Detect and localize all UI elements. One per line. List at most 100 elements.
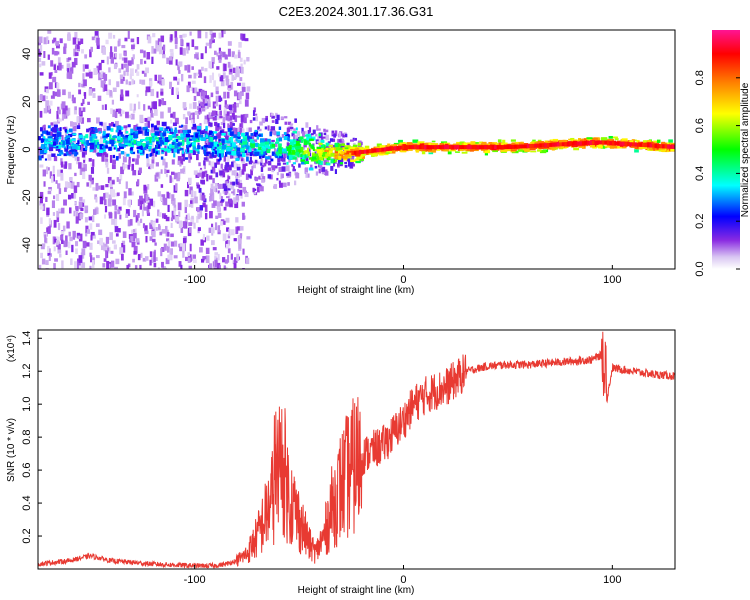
heatmap-cell [121, 240, 126, 246]
heatmap-cell [111, 121, 114, 127]
heatmap-cell [170, 241, 175, 247]
heatmap-cell [337, 160, 341, 166]
heatmap-cell [253, 142, 259, 147]
heatmap-cell [203, 129, 208, 134]
heatmap-cell [338, 139, 342, 143]
heatmap-cell [191, 80, 196, 84]
heatmap-cell [264, 144, 270, 149]
heatmap-cell [54, 69, 58, 73]
heatmap-cell [340, 144, 344, 150]
heatmap-cell [74, 157, 78, 161]
heatmap-cell [74, 148, 78, 153]
heatmap-cell [334, 130, 338, 137]
heatmap-cell [92, 234, 96, 239]
heatmap-cell [210, 169, 213, 174]
heatmap-cell [58, 144, 62, 148]
heatmap-cell [227, 87, 231, 92]
heatmap-cell [227, 123, 230, 130]
heatmap-cell [251, 140, 255, 144]
heatmap-cell [198, 88, 203, 93]
heatmap-cell [45, 196, 48, 203]
heatmap-cell [80, 146, 84, 151]
heatmap-cell [227, 254, 230, 263]
heatmap-cell [634, 142, 638, 147]
heatmap-cell [461, 145, 465, 150]
heatmap-cell [551, 142, 555, 147]
heatmap-cell [288, 157, 291, 163]
heatmap-cell [378, 153, 384, 156]
heatmap-cell [358, 150, 362, 155]
heatmap-cell [256, 148, 261, 152]
heatmap-cell [135, 215, 139, 223]
heatmap-cell [218, 132, 222, 136]
heatmap-cell [311, 156, 317, 160]
heatmap-cell [236, 163, 241, 170]
heatmap-cell [138, 101, 141, 110]
heatmap-cell [314, 133, 318, 137]
heatmap-cell [173, 148, 179, 153]
heatmap-cell [185, 144, 190, 149]
heatmap-cell [250, 132, 254, 136]
heatmap-cell [189, 156, 193, 160]
heatmap-cell [461, 151, 468, 154]
heatmap-cell [349, 146, 356, 149]
heatmap-cell [66, 72, 71, 79]
heatmap-cell [271, 120, 275, 123]
heatmap-cell [68, 150, 72, 155]
heatmap-cell [335, 146, 340, 152]
heatmap-cell [260, 166, 264, 172]
heatmap-cell [244, 142, 248, 148]
heatmap-cell [47, 125, 51, 129]
heatmap-cell [119, 214, 122, 220]
heatmap-cell [278, 166, 282, 173]
heatmap-cell [111, 189, 116, 198]
heatmap-cell [60, 161, 64, 168]
heatmap-cell [45, 88, 49, 94]
heatmap-cell [175, 78, 180, 82]
heatmap-cell [123, 191, 127, 199]
heatmap-cell [323, 132, 327, 136]
heatmap-cell [84, 209, 88, 214]
heatmap-cell [239, 91, 244, 96]
heatmap-cell [271, 165, 276, 171]
heatmap-cell [245, 163, 248, 167]
heatmap-cell [271, 151, 275, 156]
heatmap-cell [338, 150, 343, 154]
heatmap-cell [53, 137, 58, 141]
heatmap-cell [416, 145, 420, 150]
heatmap-cell [141, 79, 146, 85]
heatmap-cell [216, 151, 221, 155]
heatmap-cell [153, 147, 158, 152]
heatmap-cell [83, 137, 86, 142]
heatmap-cell [586, 137, 593, 139]
heatmap-cell [201, 171, 206, 177]
heatmap-cell [190, 217, 195, 225]
heatmap-cell [228, 137, 231, 141]
heatmap-cell [332, 145, 336, 150]
heatmap-cell [227, 188, 231, 191]
heatmap-cell [291, 164, 294, 167]
heatmap-cell [151, 153, 155, 160]
heatmap-cell [82, 199, 86, 203]
heatmap-cell [253, 139, 258, 142]
heatmap-cell [240, 33, 243, 40]
heatmap-cell [113, 137, 117, 144]
heatmap-cell [538, 141, 544, 143]
heatmap-cell [222, 122, 226, 129]
heatmap-cell [194, 46, 199, 50]
heatmap-cell [155, 137, 159, 140]
heatmap-cell [428, 142, 436, 146]
heatmap-cell [171, 177, 174, 183]
heatmap-cell [307, 129, 310, 135]
heatmap-cell [155, 151, 158, 155]
heatmap-cell [38, 41, 41, 46]
heatmap-cell [300, 146, 304, 152]
heatmap-cell [276, 131, 281, 136]
heatmap-cell [643, 140, 647, 143]
heatmap-cell [227, 234, 231, 239]
heatmap-cell [65, 135, 71, 140]
heatmap-cell [533, 142, 540, 145]
heatmap-cell [159, 78, 163, 85]
heatmap-cell [179, 137, 185, 140]
heatmap-cell [89, 255, 93, 263]
